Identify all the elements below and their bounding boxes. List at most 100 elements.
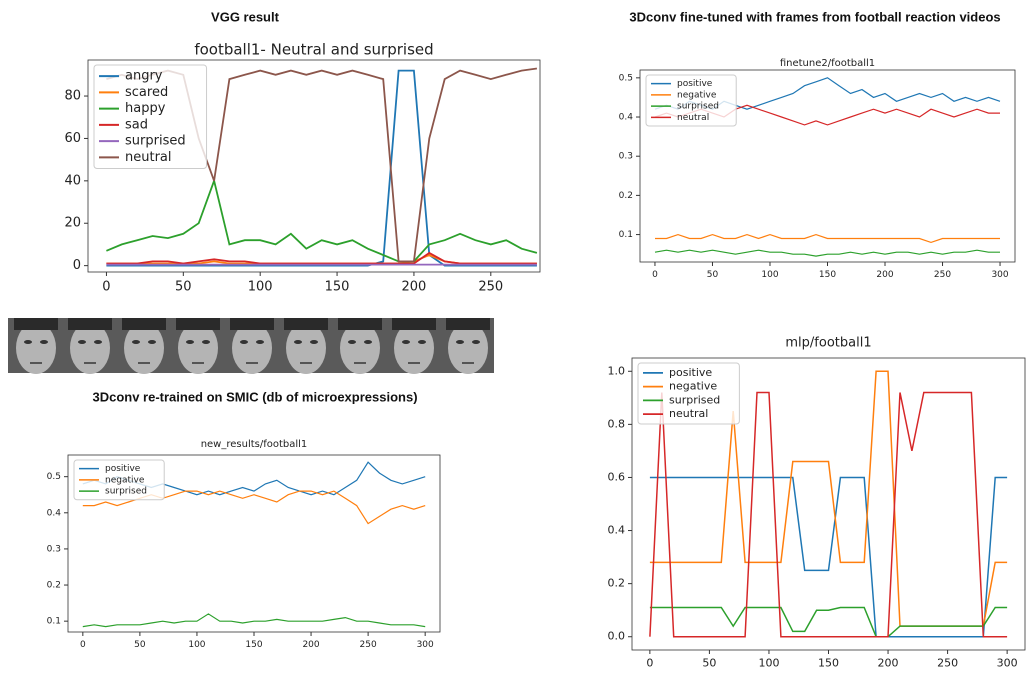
x-tick-label: 150 (818, 657, 839, 670)
series-line (650, 608, 1007, 637)
legend-label: positive (677, 79, 713, 89)
legend-label: negative (669, 380, 717, 393)
series-line (655, 235, 1000, 243)
eye (402, 340, 410, 344)
series-line (650, 393, 1007, 637)
legend-label: surprised (125, 134, 186, 149)
hair (122, 318, 166, 330)
eye (310, 340, 318, 344)
y-tick-label: 80 (64, 89, 81, 104)
heading: 3Dconv fine-tuned with frames from footb… (629, 9, 1000, 24)
eye (24, 340, 32, 344)
hair (230, 318, 274, 330)
x-tick-label: 250 (478, 280, 503, 295)
figure: VGG result 3Dconv fine-tuned with frames… (0, 0, 1035, 673)
y-tick-label: 0.6 (608, 470, 626, 483)
chart-title: football1- Neutral and surprised (194, 41, 433, 59)
x-tick-label: 100 (248, 280, 273, 295)
x-tick-label: 250 (934, 270, 951, 280)
x-tick-label: 0 (646, 657, 653, 670)
y-tick-label: 0.2 (619, 191, 633, 201)
y-tick-label: 0.8 (608, 417, 626, 430)
x-tick-label: 100 (761, 270, 778, 280)
hair (176, 318, 220, 330)
legend-label: surprised (669, 393, 720, 406)
series-line (106, 181, 537, 262)
x-tick-label: 100 (188, 640, 205, 650)
y-tick-label: 0.1 (619, 230, 633, 240)
y-tick-label: 0.4 (47, 508, 62, 518)
y-tick-label: 60 (64, 131, 81, 146)
series-line (650, 478, 1007, 637)
y-tick-label: 0.3 (619, 152, 633, 162)
eye (364, 340, 372, 344)
eye (348, 340, 356, 344)
y-tick-label: 0.4 (608, 524, 626, 537)
x-tick-label: 150 (819, 270, 836, 280)
legend-label: negative (677, 90, 717, 100)
y-tick-label: 20 (64, 216, 81, 231)
x-tick-label: 300 (991, 270, 1008, 280)
hair (284, 318, 328, 330)
series-line (106, 253, 537, 264)
eye (256, 340, 264, 344)
y-tick-label: 0.3 (47, 544, 61, 554)
eye (78, 340, 86, 344)
series-line (83, 614, 425, 627)
x-tick-label: 200 (302, 640, 319, 650)
x-tick-label: 300 (417, 640, 434, 650)
legend-label: surprised (677, 102, 719, 112)
eye (240, 340, 248, 344)
eye (94, 340, 102, 344)
legend-label: scared (125, 85, 168, 100)
legend-label: surprised (105, 487, 147, 497)
chart-title: new_results/football1 (201, 439, 308, 450)
y-tick-label: 0.0 (608, 630, 626, 643)
x-tick-label: 150 (245, 640, 262, 650)
x-tick-label: 50 (707, 270, 719, 280)
x-tick-label: 150 (325, 280, 350, 295)
x-tick-label: 250 (937, 657, 958, 670)
legend-label: neutral (669, 407, 708, 420)
x-tick-label: 100 (758, 657, 779, 670)
x-tick-label: 50 (702, 657, 716, 670)
chart-title: finetune2/football1 (780, 58, 875, 69)
y-tick-label: 0.2 (608, 577, 626, 590)
legend-label: neutral (677, 113, 709, 123)
x-tick-label: 0 (102, 280, 110, 295)
heading: 3Dconv re-trained on SMIC (db of microex… (92, 389, 417, 404)
heading: VGG result (211, 9, 280, 24)
eye (40, 340, 48, 344)
x-tick-label: 250 (360, 640, 377, 650)
y-tick-label: 0 (73, 258, 81, 273)
eye (294, 340, 302, 344)
x-tick-label: 0 (652, 270, 658, 280)
eye (186, 340, 194, 344)
y-tick-label: 1.0 (608, 364, 626, 377)
eye (202, 340, 210, 344)
x-tick-label: 50 (134, 640, 146, 650)
eye (148, 340, 156, 344)
y-tick-label: 0.5 (47, 472, 61, 482)
series-line (655, 250, 1000, 256)
legend-label: positive (669, 366, 712, 379)
eye (132, 340, 140, 344)
x-tick-label: 0 (80, 640, 86, 650)
hair (14, 318, 58, 330)
legend-label: positive (105, 464, 141, 474)
x-tick-label: 300 (997, 657, 1018, 670)
y-tick-label: 0.4 (619, 113, 634, 123)
x-tick-label: 200 (402, 280, 427, 295)
legend-label: happy (125, 101, 166, 116)
eye (418, 340, 426, 344)
x-tick-label: 200 (878, 657, 899, 670)
hair (392, 318, 436, 330)
face-strip (8, 318, 494, 374)
y-tick-label: 0.2 (47, 581, 61, 591)
legend-label: neutral (125, 150, 172, 165)
hair (446, 318, 490, 330)
legend-label: negative (105, 475, 145, 485)
y-tick-label: 0.5 (619, 73, 633, 83)
hair (338, 318, 382, 330)
legend-label: angry (125, 69, 163, 84)
